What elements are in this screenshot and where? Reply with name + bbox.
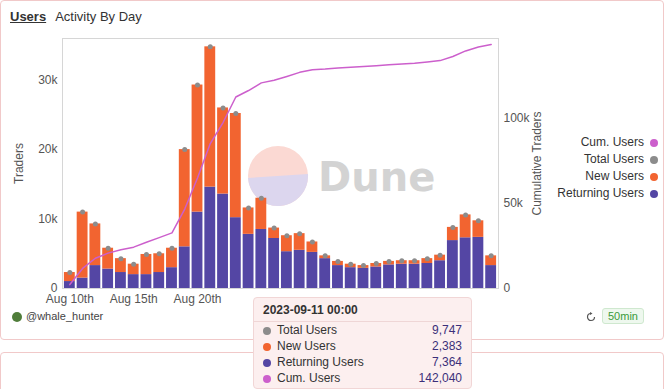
html-text:Cum. Users: Cum. Users — [580, 135, 644, 149]
svg-text:Cumulative Traders: Cumulative Traders — [530, 111, 544, 215]
svg-text:Aug 20th: Aug 20th — [173, 292, 221, 306]
html-text:New Users: New Users — [277, 339, 336, 353]
html-text:50min: 50min — [608, 310, 638, 322]
html-text:Total Users: Total Users — [584, 152, 644, 166]
svg-text:Aug 10th: Aug 10th — [46, 292, 94, 306]
svg-text:Aug 15th: Aug 15th — [110, 292, 158, 306]
svg-text:Traders: Traders — [12, 143, 26, 184]
html-text:7,364: 7,364 — [432, 355, 462, 369]
svg-text:50k: 50k — [504, 196, 524, 210]
html-text:Cum. Users: Cum. Users — [277, 371, 341, 385]
html-text:@whale_hunter: @whale_hunter — [26, 310, 104, 322]
html-text:New Users: New Users — [585, 169, 644, 183]
svg-text:0: 0 — [50, 281, 58, 296]
html-text:Dune: Dune — [318, 154, 436, 200]
html-text:Users: Users — [10, 9, 47, 24]
svg-text:100k: 100k — [504, 111, 531, 125]
html-text:2023-09-11 00:00: 2023-09-11 00:00 — [263, 303, 358, 317]
html-text:9,747: 9,747 — [432, 323, 462, 337]
html-text:Activity By Day: Activity By Day — [55, 9, 142, 24]
html-text:Returning Users: Returning Users — [557, 186, 644, 200]
html-text:Total Users: Total Users — [277, 323, 337, 337]
svg-text:10k: 10k — [38, 212, 58, 226]
svg-text:0: 0 — [504, 281, 511, 295]
html-text:142,040: 142,040 — [418, 371, 462, 385]
svg-text:20k: 20k — [38, 142, 58, 156]
html-text:Returning Users: Returning Users — [277, 355, 364, 369]
svg-text:30k: 30k — [38, 73, 58, 87]
html-text:2,383: 2,383 — [432, 339, 462, 353]
